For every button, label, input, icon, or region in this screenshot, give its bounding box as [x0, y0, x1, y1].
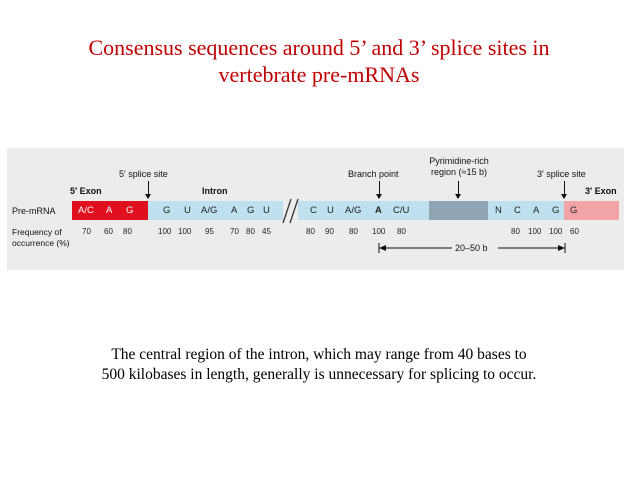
acceptor-freq-2: 100: [528, 227, 542, 236]
slide-title-line-1: Consensus sequences around 5’ and 3’ spl…: [88, 35, 550, 60]
acceptor-freq-3: 100: [549, 227, 563, 236]
three-splice-site-arrow: [561, 181, 567, 199]
five-splice-site-arrow: [145, 181, 151, 199]
branch-point-label: Branch point: [348, 169, 399, 179]
frequency-label-line-2: occurrence (%): [12, 238, 70, 248]
pyrimidine-rich-arrow: [455, 181, 461, 199]
pyrimidine-rich-segment: [429, 201, 488, 220]
three-splice-site-label: 3′ splice site: [537, 169, 586, 179]
branch-base-4: A: [375, 205, 382, 216]
exon3-base-1: G: [570, 205, 578, 216]
intron-segment-right: [298, 201, 429, 220]
slide-title: Consensus sequences around 5’ and 3’ spl…: [0, 34, 638, 88]
distance-bracket: [378, 243, 566, 253]
acceptor-freq-1: 80: [511, 227, 520, 236]
intron5-freq-3: 95: [205, 227, 214, 236]
distance-label: 20–50 b: [455, 243, 488, 253]
intron5-freq-5: 80: [246, 227, 255, 236]
slide-caption: The central region of the intron, which …: [0, 345, 638, 385]
branch-base-1: C: [310, 205, 317, 216]
branch-base-5: C/U: [393, 205, 410, 216]
intron5-freq-1: 100: [158, 227, 172, 236]
branch-freq-5: 80: [397, 227, 406, 236]
exon5-base-2: A: [106, 205, 113, 216]
exon5-segment: [72, 201, 148, 220]
acceptor-freq-4: 60: [570, 227, 579, 236]
branch-base-2: U: [327, 205, 334, 216]
exon5-freq-2: 60: [104, 227, 113, 236]
pyrimidine-rich-label: Pyrimidine-rich region (≈15 b): [420, 156, 498, 178]
intron5-base-5: G: [247, 205, 255, 216]
slide-title-line-2: vertebrate pre-mRNAs: [218, 62, 420, 87]
branch-point-arrow: [376, 181, 382, 199]
intron5-base-4: A: [231, 205, 238, 216]
branch-base-3: A/G: [345, 205, 362, 216]
pyrimidine-rich-label-line-2: region (≈15 b): [431, 167, 487, 177]
exon3-segment: [564, 201, 619, 220]
intron5-base-6: U: [263, 205, 270, 216]
intron5-base-3: A/G: [201, 205, 218, 216]
exon5-freq-3: 80: [123, 227, 132, 236]
pyrimidine-rich-label-line-1: Pyrimidine-rich: [429, 156, 489, 166]
five-exon-label: 5′ Exon: [70, 186, 102, 196]
branch-freq-2: 90: [325, 227, 334, 236]
five-splice-site-label: 5′ splice site: [119, 169, 168, 179]
intron-segment-acceptor: [488, 201, 564, 220]
branch-freq-4: 100: [372, 227, 386, 236]
intron5-freq-4: 70: [230, 227, 239, 236]
intron5-base-1: G: [163, 205, 171, 216]
exon5-base-3: G: [126, 205, 134, 216]
intron-break-mark: [282, 198, 299, 224]
branch-freq-3: 80: [349, 227, 358, 236]
intron3-base-1: N: [495, 205, 502, 216]
intron5-freq-2: 100: [178, 227, 192, 236]
intron5-freq-6: 45: [262, 227, 271, 236]
branch-freq-1: 80: [306, 227, 315, 236]
frequency-label-line-1: Frequency of: [12, 227, 62, 237]
intron3-base-2: C: [514, 205, 521, 216]
intron-segment-left: [148, 201, 283, 220]
three-exon-label: 3′ Exon: [585, 186, 617, 196]
frequency-label: Frequency of occurrence (%): [12, 227, 70, 249]
intron-label: Intron: [202, 186, 228, 196]
exon5-freq-1: 70: [82, 227, 91, 236]
intron3-base-3: A: [533, 205, 540, 216]
intron3-base-4: G: [552, 205, 560, 216]
exon5-base-1: A/C: [78, 205, 94, 216]
intron5-base-2: U: [184, 205, 191, 216]
pre-mrna-label: Pre-mRNA: [12, 206, 56, 216]
slide-caption-line-1: The central region of the intron, which …: [111, 346, 527, 363]
slide-caption-line-2: 500 kilobases in length, generally is un…: [101, 366, 537, 383]
